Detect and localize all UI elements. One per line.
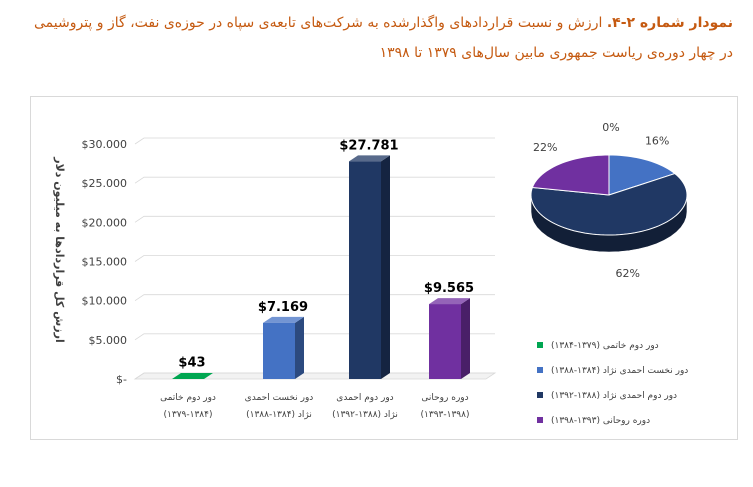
y-tick-label: $20.000 — [82, 216, 128, 229]
legend-swatch — [537, 342, 543, 348]
y-tick-label: $- — [116, 373, 127, 386]
y-tick-label: $10.000 — [82, 295, 128, 308]
bar-side — [381, 155, 390, 379]
bar-side — [461, 298, 470, 379]
y-tick-label: $25.000 — [82, 177, 128, 190]
x-category-label: نژاد (۱۳۸۸-۱۳۹۲) — [332, 410, 398, 420]
caption-label: نمودار شماره ۲-۴. — [606, 15, 733, 31]
chart-frame — [30, 96, 738, 440]
y-tick-label: $15.000 — [82, 256, 128, 269]
bar-slab — [172, 373, 213, 379]
legend-swatch — [537, 417, 543, 423]
x-category-label: دور دوم خاتمی — [160, 393, 216, 403]
pie-slice — [608, 154, 676, 196]
bar-value-label: $7.169 — [258, 300, 308, 315]
legend-label: دور نخست احمدی نژاد (۱۳۸۴-۱۳۸۸) — [551, 366, 688, 376]
pie-percent-label: 62% — [616, 267, 640, 280]
legend-swatch — [537, 367, 543, 373]
x-category-label: دور نخست احمدی — [245, 393, 314, 403]
bar-value-label: $43 — [178, 356, 205, 371]
x-category-label: دور دوم احمدی — [336, 393, 393, 403]
bar-value-label: $27.781 — [339, 138, 398, 153]
legend-swatch — [537, 392, 543, 398]
bar — [429, 304, 461, 379]
caption-text: ارزش و نسبت قراردادهای واگذارشده به شرکت… — [34, 15, 733, 61]
legend-label: دوره روحانی (۱۳۹۳-۱۳۹۸) — [551, 416, 650, 426]
pie-percent-label: 22% — [533, 141, 557, 154]
y-axis-title: ارزش کل قراردادها به میلیون دلار — [53, 156, 66, 342]
bar-value-label: $9.565 — [424, 281, 474, 296]
gridline — [134, 137, 495, 145]
bar-top — [349, 155, 390, 162]
x-category-label: (۱۳۹۳-۱۳۹۸) — [421, 410, 470, 420]
bar — [263, 322, 295, 379]
x-category-label: دوره روحانی — [421, 393, 468, 403]
pie-slice — [530, 173, 688, 236]
legend-label: دور دوم احمدی نژاد (۱۳۸۸-۱۳۹۲) — [551, 391, 677, 401]
bar-top — [263, 316, 304, 323]
legend-label: دور دوم خاتمی (۱۳۷۹-۱۳۸۴) — [551, 341, 659, 351]
pie-slice — [531, 154, 610, 196]
y-tick-label: $30.000 — [82, 138, 128, 151]
bar-side — [295, 316, 304, 379]
pie-percent-label: 0% — [602, 121, 619, 134]
x-category-label: (۱۳۷۹-۱۳۸۴) — [164, 410, 213, 420]
figure-caption: نمودار شماره ۲-۴. ارزش و نسبت قراردادهای… — [20, 8, 733, 68]
x-category-label: نژاد (۱۳۸۴-۱۳۸۸) — [246, 410, 312, 420]
y-tick-label: $5.000 — [89, 334, 128, 347]
pie-percent-label: 16% — [645, 135, 669, 148]
bar — [349, 161, 381, 379]
bar-top — [429, 298, 470, 305]
